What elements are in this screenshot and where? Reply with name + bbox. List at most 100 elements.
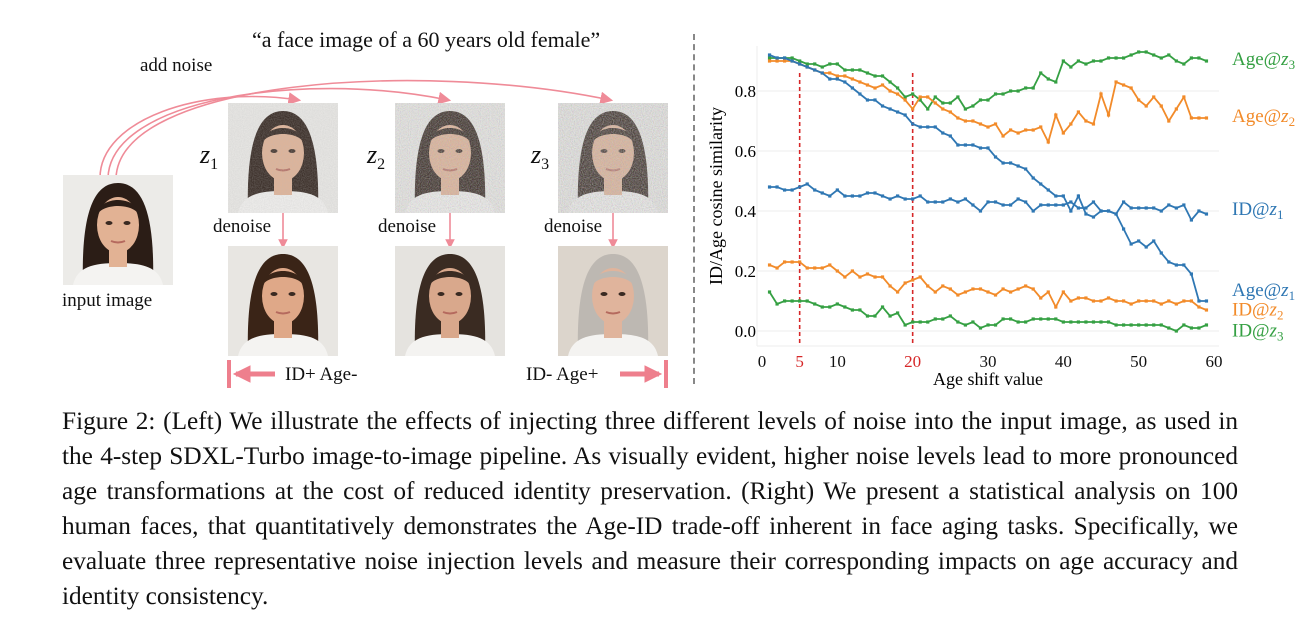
data-point [963,119,967,123]
data-point [1069,65,1073,69]
data-point [1204,299,1209,303]
id-minus-age-plus-label: ID- Age+ [526,364,599,385]
data-point [1137,299,1141,303]
data-point [978,146,983,150]
data-point [1069,299,1073,303]
data-point [1076,194,1080,198]
data-point [1076,296,1080,300]
data-point [963,143,967,147]
data-point [911,278,915,282]
data-point [1076,320,1080,324]
data-point [1039,203,1043,207]
data-point [843,194,847,198]
data-point [971,320,975,324]
data-point [790,260,794,264]
data-point [1106,320,1111,324]
data-point [1001,317,1005,321]
z1-label: z1 [200,140,219,174]
data-point [775,266,779,270]
data-point [790,299,794,303]
data-point [888,80,892,84]
data-point [903,323,907,327]
data-point [1009,203,1013,207]
data-point [1129,323,1133,327]
data-point [1197,326,1201,330]
data-point [1039,182,1043,186]
data-point [1122,56,1126,60]
data-point [1061,203,1065,207]
data-point [775,56,779,60]
data-point [1054,113,1058,117]
data-point [1031,128,1035,132]
data-point [820,305,824,309]
data-point [783,56,787,60]
data-point [828,71,832,75]
data-point [918,125,922,129]
data-point [1129,53,1133,57]
data-point [978,209,983,213]
data-point [941,200,945,204]
data-point [850,86,854,90]
data-point [1174,302,1178,306]
data-point [1189,326,1193,330]
data-point [1046,203,1050,207]
data-point [1167,119,1171,123]
data-point [1159,302,1163,306]
data-point [1069,122,1073,126]
data-point [911,107,915,111]
data-point [880,275,885,279]
data-point [880,83,885,87]
data-point [1106,296,1111,300]
data-point [1054,203,1058,207]
noisy-face-z3 [558,103,668,213]
data-point [993,92,998,96]
data-point [896,290,900,294]
data-point [783,59,787,63]
data-point [1129,86,1133,90]
data-point [1174,206,1178,210]
data-point [933,125,937,129]
data-point [1114,323,1118,327]
data-point [888,284,892,288]
x-tick-label: 30 [980,352,997,371]
data-point [820,191,824,195]
data-point [880,194,885,198]
data-point [1084,62,1088,66]
data-point [843,68,847,72]
data-point [903,197,907,201]
data-point [1031,176,1035,180]
data-point [820,266,824,270]
noisy-face-z1 [228,103,338,213]
data-point [828,194,832,198]
data-point [918,98,922,102]
data-point [1129,302,1133,306]
data-point [888,107,892,111]
data-point [986,125,990,129]
data-point [873,98,877,102]
data-point [963,323,967,327]
data-point [1159,323,1163,327]
data-point [813,188,817,192]
data-point [903,95,907,99]
data-point [790,59,794,63]
data-point [828,263,832,267]
data-point [941,284,945,288]
denoise-label-1: denoise [213,216,272,237]
data-point [1197,56,1201,60]
data-point [1099,299,1103,303]
data-point [1159,104,1163,108]
data-point [865,71,870,75]
data-point [948,134,952,138]
data-point [783,260,787,264]
data-point [1167,53,1171,57]
data-point [858,275,862,279]
data-point [986,290,990,294]
data-point [918,275,922,279]
data-point [835,269,839,273]
data-point [1084,296,1088,300]
data-point [1182,203,1186,207]
data-point [1167,260,1171,264]
data-point [933,317,937,321]
data-point [835,77,839,81]
data-point [850,269,854,273]
